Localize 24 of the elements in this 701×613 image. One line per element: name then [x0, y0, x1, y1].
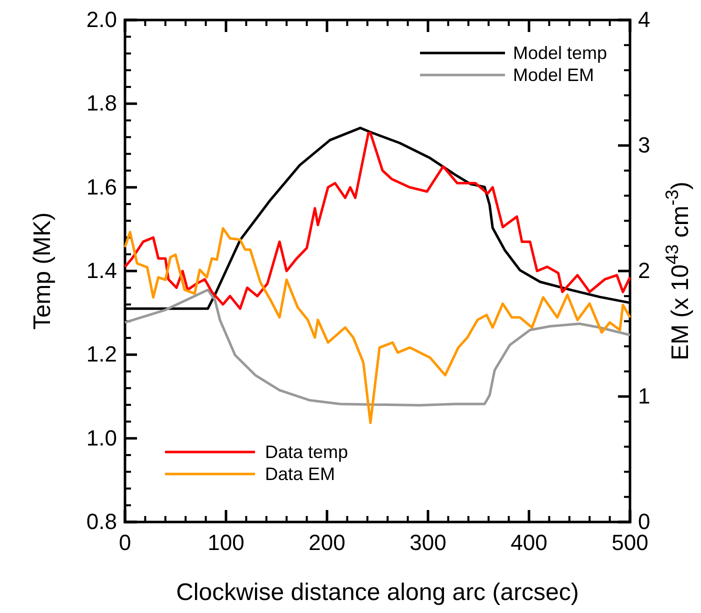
line-series [124, 227, 632, 424]
y-tick-label: 1.4 [86, 258, 117, 284]
y-tick-label: 1.2 [86, 342, 117, 367]
y-axis-title: Temp (MK) [29, 212, 56, 330]
x-tick-label: 0 [118, 530, 132, 555]
y2-tick-label: 1 [638, 384, 650, 409]
y2-tick-label: 2 [638, 258, 650, 284]
line-series [124, 288, 632, 407]
y-tick-label: 1.0 [86, 425, 117, 450]
legend-label: Data temp [265, 442, 348, 462]
y-tick-label: 0.8 [86, 509, 117, 534]
x-tick-label: 200 [308, 530, 346, 555]
y-tick-label: 1.8 [86, 90, 117, 116]
x-axis-title: Clockwise distance along arc (arcsec) [176, 579, 579, 606]
x-tick-label: 100 [208, 530, 244, 555]
y-tick-label: 2.0 [86, 7, 117, 32]
y-tick-label: 1.6 [86, 174, 117, 200]
legend-label: Model EM [513, 65, 594, 85]
x-tick-label: 400 [510, 530, 548, 555]
x-tick-label: 300 [410, 530, 446, 555]
legend-label: Data EM [265, 464, 336, 484]
legend-label: Model temp [513, 43, 608, 63]
y2-tick-label: 4 [638, 7, 650, 32]
y2-tick-label: 3 [638, 132, 650, 158]
